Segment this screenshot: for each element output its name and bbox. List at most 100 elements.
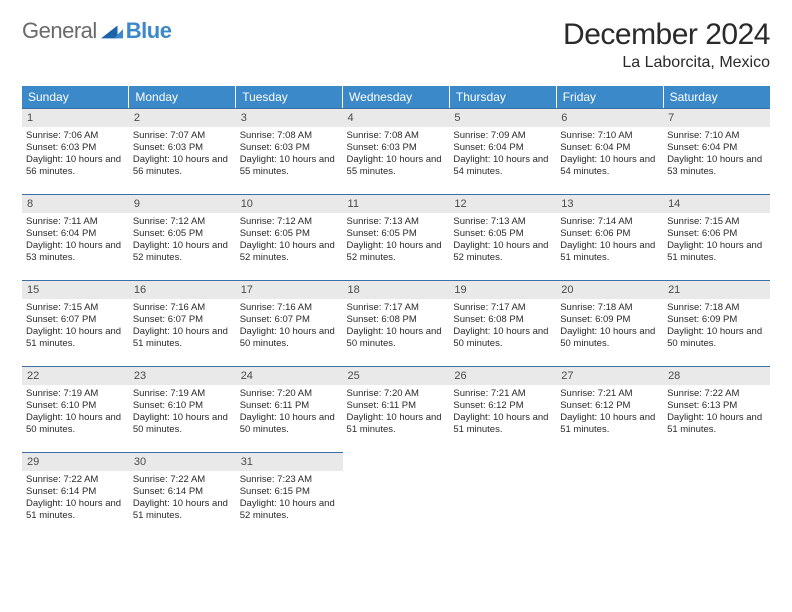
- sunset-text: Sunset: 6:09 PM: [667, 314, 766, 326]
- calendar-cell: 27Sunrise: 7:21 AMSunset: 6:12 PMDayligh…: [556, 366, 663, 452]
- calendar-cell: 2Sunrise: 7:07 AMSunset: 6:03 PMDaylight…: [129, 108, 236, 194]
- day-body: Sunrise: 7:11 AMSunset: 6:04 PMDaylight:…: [22, 213, 129, 269]
- daylight-text: Daylight: 10 hours and 53 minutes.: [667, 154, 766, 178]
- day-body: Sunrise: 7:19 AMSunset: 6:10 PMDaylight:…: [129, 385, 236, 441]
- sunset-text: Sunset: 6:06 PM: [560, 228, 659, 240]
- sunrise-text: Sunrise: 7:16 AM: [133, 302, 232, 314]
- day-number: 10: [236, 194, 343, 213]
- daylight-text: Daylight: 10 hours and 52 minutes.: [133, 240, 232, 264]
- sunrise-text: Sunrise: 7:17 AM: [453, 302, 552, 314]
- title-block: December 2024 La Laborcita, Mexico: [563, 18, 770, 72]
- daylight-text: Daylight: 10 hours and 51 minutes.: [26, 326, 125, 350]
- day-body: Sunrise: 7:22 AMSunset: 6:13 PMDaylight:…: [663, 385, 770, 441]
- calendar-cell: 3Sunrise: 7:08 AMSunset: 6:03 PMDaylight…: [236, 108, 343, 194]
- sunrise-text: Sunrise: 7:13 AM: [453, 216, 552, 228]
- col-sunday: Sunday: [22, 86, 129, 108]
- month-title: December 2024: [563, 18, 770, 52]
- daylight-text: Daylight: 10 hours and 50 minutes.: [240, 326, 339, 350]
- day-number: 25: [343, 366, 450, 385]
- calendar-cell: 1Sunrise: 7:06 AMSunset: 6:03 PMDaylight…: [22, 108, 129, 194]
- location: La Laborcita, Mexico: [563, 54, 770, 72]
- daylight-text: Daylight: 10 hours and 51 minutes.: [347, 412, 446, 436]
- daylight-text: Daylight: 10 hours and 51 minutes.: [667, 240, 766, 264]
- daylight-text: Daylight: 10 hours and 51 minutes.: [26, 498, 125, 522]
- day-body: Sunrise: 7:10 AMSunset: 6:04 PMDaylight:…: [556, 127, 663, 183]
- daylight-text: Daylight: 10 hours and 52 minutes.: [240, 240, 339, 264]
- sunrise-text: Sunrise: 7:18 AM: [560, 302, 659, 314]
- calendar-cell: 21Sunrise: 7:18 AMSunset: 6:09 PMDayligh…: [663, 280, 770, 366]
- sunset-text: Sunset: 6:07 PM: [240, 314, 339, 326]
- calendar-cell: 23Sunrise: 7:19 AMSunset: 6:10 PMDayligh…: [129, 366, 236, 452]
- day-number: 14: [663, 194, 770, 213]
- calendar-cell: [663, 452, 770, 538]
- sunset-text: Sunset: 6:10 PM: [26, 400, 125, 412]
- sunrise-text: Sunrise: 7:19 AM: [133, 388, 232, 400]
- sunrise-text: Sunrise: 7:11 AM: [26, 216, 125, 228]
- logo-text-blue: Blue: [126, 18, 172, 44]
- sunrise-text: Sunrise: 7:16 AM: [240, 302, 339, 314]
- sunset-text: Sunset: 6:04 PM: [560, 142, 659, 154]
- sunset-text: Sunset: 6:10 PM: [133, 400, 232, 412]
- sunset-text: Sunset: 6:12 PM: [560, 400, 659, 412]
- sunset-text: Sunset: 6:05 PM: [240, 228, 339, 240]
- col-wednesday: Wednesday: [343, 86, 450, 108]
- day-number: 3: [236, 108, 343, 127]
- day-number: 24: [236, 366, 343, 385]
- col-monday: Monday: [129, 86, 236, 108]
- calendar-cell: [343, 452, 450, 538]
- day-number: 13: [556, 194, 663, 213]
- sunset-text: Sunset: 6:11 PM: [240, 400, 339, 412]
- sunset-text: Sunset: 6:15 PM: [240, 486, 339, 498]
- logo-text-general: General: [22, 18, 97, 44]
- calendar-cell: 10Sunrise: 7:12 AMSunset: 6:05 PMDayligh…: [236, 194, 343, 280]
- col-saturday: Saturday: [663, 86, 770, 108]
- day-number: 18: [343, 280, 450, 299]
- day-number: 30: [129, 452, 236, 471]
- day-body: Sunrise: 7:12 AMSunset: 6:05 PMDaylight:…: [129, 213, 236, 269]
- calendar-cell: 16Sunrise: 7:16 AMSunset: 6:07 PMDayligh…: [129, 280, 236, 366]
- day-number: 26: [449, 366, 556, 385]
- daylight-text: Daylight: 10 hours and 50 minutes.: [560, 326, 659, 350]
- day-number: 9: [129, 194, 236, 213]
- day-number: 31: [236, 452, 343, 471]
- day-body: Sunrise: 7:13 AMSunset: 6:05 PMDaylight:…: [343, 213, 450, 269]
- sunset-text: Sunset: 6:03 PM: [347, 142, 446, 154]
- calendar-cell: 30Sunrise: 7:22 AMSunset: 6:14 PMDayligh…: [129, 452, 236, 538]
- day-body: Sunrise: 7:14 AMSunset: 6:06 PMDaylight:…: [556, 213, 663, 269]
- sunrise-text: Sunrise: 7:21 AM: [453, 388, 552, 400]
- sunrise-text: Sunrise: 7:19 AM: [26, 388, 125, 400]
- day-number: 22: [22, 366, 129, 385]
- sunset-text: Sunset: 6:06 PM: [667, 228, 766, 240]
- calendar-cell: 7Sunrise: 7:10 AMSunset: 6:04 PMDaylight…: [663, 108, 770, 194]
- day-body: Sunrise: 7:17 AMSunset: 6:08 PMDaylight:…: [449, 299, 556, 355]
- sunset-text: Sunset: 6:05 PM: [133, 228, 232, 240]
- day-number: 7: [663, 108, 770, 127]
- sunset-text: Sunset: 6:12 PM: [453, 400, 552, 412]
- sunrise-text: Sunrise: 7:23 AM: [240, 474, 339, 486]
- calendar-table: Sunday Monday Tuesday Wednesday Thursday…: [22, 86, 770, 538]
- day-body: Sunrise: 7:18 AMSunset: 6:09 PMDaylight:…: [663, 299, 770, 355]
- sunrise-text: Sunrise: 7:22 AM: [26, 474, 125, 486]
- day-body: Sunrise: 7:10 AMSunset: 6:04 PMDaylight:…: [663, 127, 770, 183]
- calendar-cell: 12Sunrise: 7:13 AMSunset: 6:05 PMDayligh…: [449, 194, 556, 280]
- calendar-cell: 4 Sunrise: 7:08 AMSunset: 6:03 PMDaylight…: [343, 108, 450, 194]
- calendar-cell: 5Sunrise: 7:09 AMSunset: 6:04 PMDaylight…: [449, 108, 556, 194]
- calendar-cell: 8Sunrise: 7:11 AMSunset: 6:04 PMDaylight…: [22, 194, 129, 280]
- sunrise-text: Sunrise: 7:21 AM: [560, 388, 659, 400]
- sunset-text: Sunset: 6:09 PM: [560, 314, 659, 326]
- day-number: 20: [556, 280, 663, 299]
- sunrise-text: Sunrise: 7:08 AM: [347, 130, 446, 142]
- calendar-cell: [556, 452, 663, 538]
- day-number: 4: [343, 108, 450, 127]
- day-body: Sunrise: 7:21 AMSunset: 6:12 PMDaylight:…: [449, 385, 556, 441]
- daylight-text: Daylight: 10 hours and 50 minutes.: [26, 412, 125, 436]
- calendar-week: 22Sunrise: 7:19 AMSunset: 6:10 PMDayligh…: [22, 366, 770, 452]
- sunrise-text: Sunrise: 7:20 AM: [347, 388, 446, 400]
- sunset-text: Sunset: 6:07 PM: [26, 314, 125, 326]
- day-body: Sunrise: 7:18 AMSunset: 6:09 PMDaylight:…: [556, 299, 663, 355]
- day-body: Sunrise: 7:19 AMSunset: 6:10 PMDaylight:…: [22, 385, 129, 441]
- day-body: Sunrise: 7:17 AMSunset: 6:08 PMDaylight:…: [343, 299, 450, 355]
- daylight-text: Daylight: 10 hours and 55 minutes.: [347, 154, 446, 178]
- daylight-text: Daylight: 10 hours and 51 minutes.: [560, 240, 659, 264]
- daylight-text: Daylight: 10 hours and 51 minutes.: [133, 326, 232, 350]
